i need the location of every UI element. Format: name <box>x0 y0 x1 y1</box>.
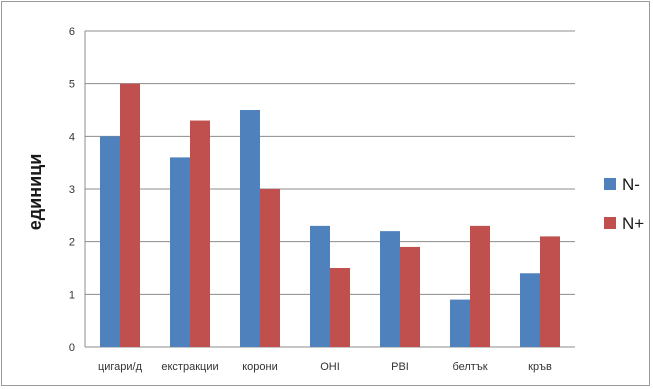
bar-n-minus <box>240 110 260 347</box>
bar-n-plus <box>190 120 210 348</box>
x-tick-labels: цигари/д екстракции корони OHI PBI белтък кръв <box>98 361 552 373</box>
bar-n-plus <box>260 189 280 347</box>
legend-label: N+ <box>622 214 644 233</box>
bar-n-minus <box>450 299 470 347</box>
x-tick-label: цигари/д <box>98 361 143 373</box>
legend-swatch <box>604 217 616 229</box>
y-tick-labels: 0 1 2 3 4 5 6 <box>69 26 75 354</box>
bar-n-minus <box>310 225 330 347</box>
bar-n-plus <box>330 268 350 347</box>
x-tick-label: екстракции <box>161 361 218 373</box>
legend: N- N+ <box>604 175 644 233</box>
x-tick-label: кръв <box>528 361 552 373</box>
bar-n-minus <box>520 273 540 347</box>
y-tick-label: 0 <box>69 342 75 354</box>
y-tick-label: 1 <box>69 289 75 301</box>
x-tick-label: OHI <box>320 361 340 373</box>
y-tick-label: 3 <box>69 184 75 196</box>
legend-swatch <box>604 178 616 190</box>
bar-n-plus <box>400 246 420 347</box>
x-tick-label: PBI <box>391 361 409 373</box>
y-tick-label: 2 <box>69 237 75 249</box>
bars <box>100 83 560 348</box>
bar-n-minus <box>100 136 120 347</box>
x-tick-label: корони <box>242 361 278 373</box>
grid-lines <box>85 30 575 295</box>
y-tick-label: 6 <box>69 26 75 38</box>
y-tick-label: 5 <box>69 79 75 91</box>
y-axis-title: единици <box>25 154 45 231</box>
bar-n-plus <box>470 225 490 347</box>
y-tick-label: 4 <box>69 131 75 143</box>
legend-label: N- <box>622 175 640 194</box>
x-tick-label: белтък <box>452 361 487 373</box>
bar-n-plus <box>540 236 560 347</box>
bar-n-plus <box>120 83 140 348</box>
bar-n-minus <box>170 157 190 347</box>
bar-n-minus <box>380 231 400 347</box>
